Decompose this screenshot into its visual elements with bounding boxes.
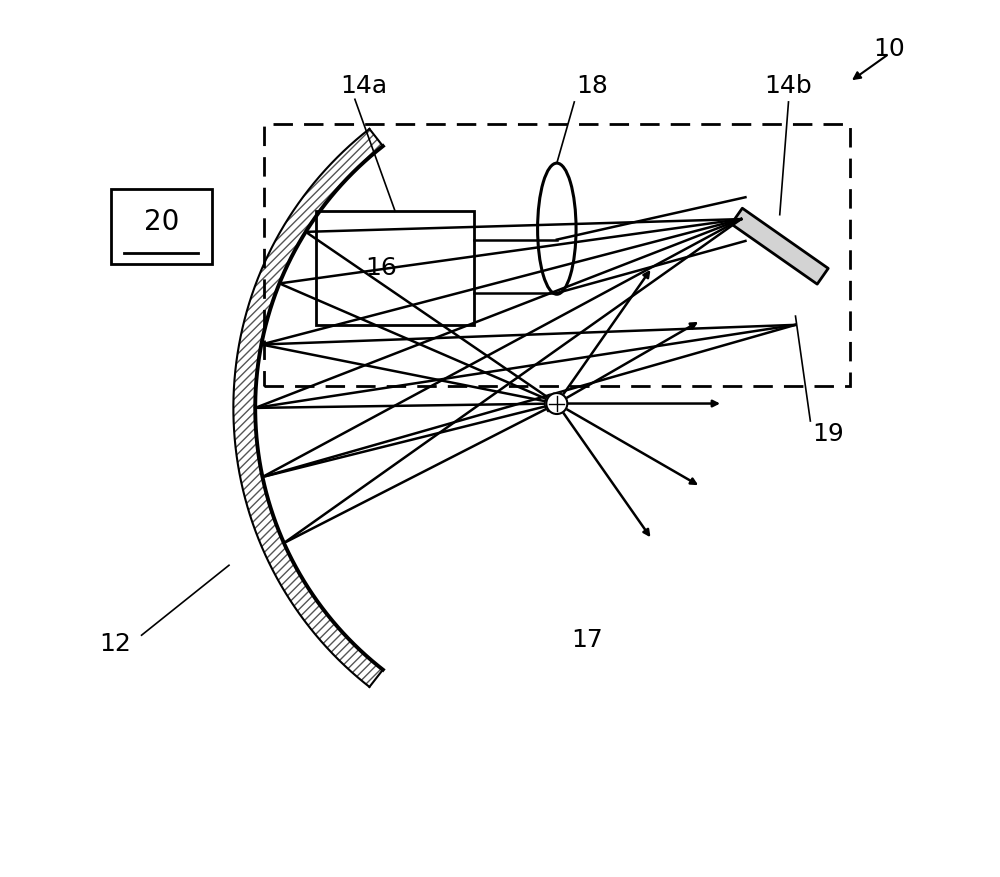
- Bar: [264, 124, 850, 386]
- Text: 14a: 14a: [340, 74, 387, 97]
- Text: 19: 19: [812, 422, 844, 446]
- Bar: [316, 211, 474, 324]
- Bar: [111, 189, 212, 264]
- Text: 14b: 14b: [765, 74, 812, 97]
- Text: 16: 16: [366, 256, 397, 281]
- Polygon shape: [731, 208, 828, 284]
- Circle shape: [546, 393, 567, 414]
- Text: 17: 17: [572, 628, 603, 652]
- Ellipse shape: [538, 163, 576, 295]
- Text: 20: 20: [144, 208, 179, 236]
- Polygon shape: [233, 129, 383, 687]
- Text: 18: 18: [576, 74, 608, 97]
- Text: 10: 10: [873, 38, 905, 61]
- Text: 12: 12: [99, 632, 131, 656]
